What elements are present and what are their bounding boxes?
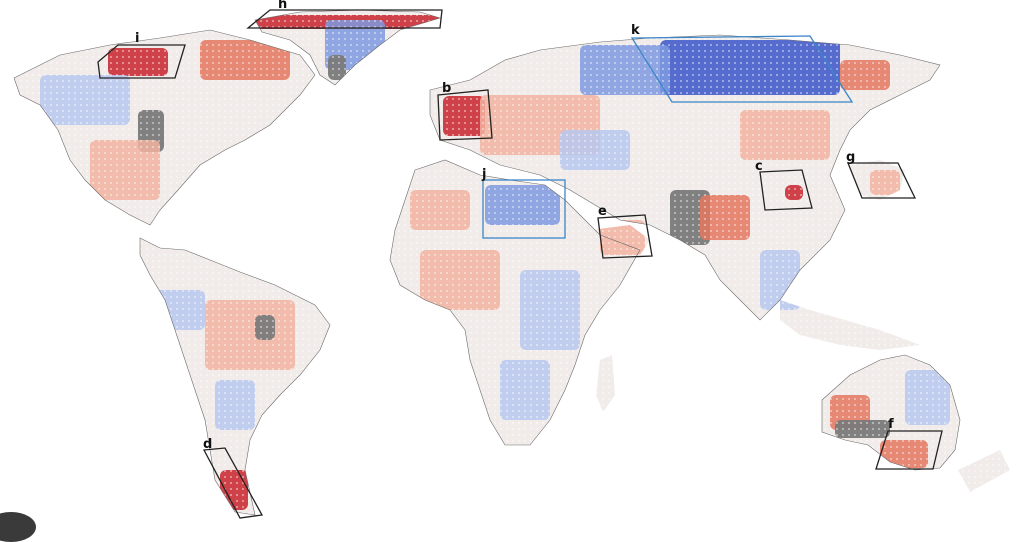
region-box-g bbox=[847, 162, 917, 199]
region-boxes: h i b k j e c g d f bbox=[97, 0, 943, 519]
region-box-f bbox=[875, 430, 943, 470]
region-label-e: e bbox=[598, 204, 607, 219]
region-box-e bbox=[597, 214, 653, 259]
region-box-c bbox=[759, 169, 813, 211]
region-label-j: j bbox=[481, 167, 486, 182]
region-box-d bbox=[202, 447, 264, 519]
region-label-b: b bbox=[442, 81, 451, 96]
world-anomaly-map: h i b k j e c g d f bbox=[13, 0, 1010, 519]
region-label-c: c bbox=[755, 159, 763, 174]
region-label-i: i bbox=[135, 31, 139, 46]
region-box-b bbox=[437, 89, 493, 141]
grid-dot-overlay bbox=[14, 10, 1010, 515]
region-box-j bbox=[482, 179, 566, 239]
region-box-i bbox=[97, 44, 186, 79]
region-label-h: h bbox=[278, 0, 287, 12]
region-box-h bbox=[246, 9, 443, 29]
region-box-k bbox=[630, 35, 854, 103]
region-label-k: k bbox=[631, 23, 640, 38]
region-label-f: f bbox=[888, 417, 894, 432]
anomaly-patch bbox=[555, 410, 565, 422]
region-label-g: g bbox=[846, 150, 855, 165]
region-label-d: d bbox=[203, 437, 212, 452]
land-masses bbox=[13, 9, 1010, 516]
